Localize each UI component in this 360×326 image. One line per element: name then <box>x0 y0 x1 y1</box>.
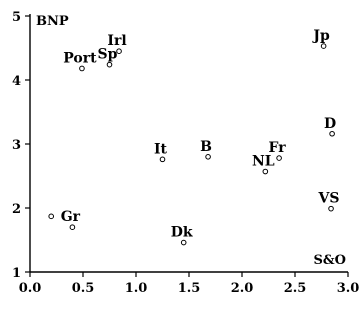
x-tick-label: 1.0 <box>125 281 148 296</box>
point-label: Fr <box>269 140 287 156</box>
x-tick-label: 1.5 <box>178 281 201 296</box>
data-point <box>320 43 327 49</box>
x-ticks: 0.0 0.5 1.0 1.5 2.0 2.5 3.0 <box>19 272 360 296</box>
x-tick-label: 0.0 <box>19 281 42 296</box>
y-tick-label: 5 <box>12 10 21 25</box>
x-tick-label: 2.0 <box>231 281 254 296</box>
point-label: Sp <box>98 47 118 63</box>
y-axis-title: BNP <box>36 14 69 29</box>
point-label: Gr <box>61 209 81 225</box>
y-ticks: 1 2 3 4 5 <box>12 10 30 281</box>
y-tick-label: 2 <box>12 202 21 217</box>
point-label: D <box>324 116 336 132</box>
x-tick-label: 2.5 <box>284 281 307 296</box>
data-point <box>159 156 166 163</box>
y-tick-label: 3 <box>12 138 21 153</box>
data-point <box>180 239 187 246</box>
x-tick-label: 0.5 <box>72 281 95 296</box>
point-label: It <box>154 141 168 157</box>
y-tick-label: 4 <box>12 74 21 89</box>
data-point <box>262 168 269 175</box>
point-label: NL <box>252 154 275 170</box>
y-tick-label: 1 <box>12 266 21 281</box>
point-label: Dk <box>171 225 193 241</box>
point-label: Irl <box>107 33 126 49</box>
data-point <box>116 48 122 55</box>
data-point <box>328 205 334 212</box>
data-point <box>329 130 335 137</box>
x-tick-label: 3.0 <box>337 281 360 296</box>
point-label: B <box>200 139 212 155</box>
point-label: VS <box>318 191 340 207</box>
x-axis-title: S&O <box>314 253 346 268</box>
data-point <box>79 65 85 72</box>
data-point <box>48 213 55 220</box>
data-point <box>69 224 76 230</box>
point-label: Port <box>63 50 97 66</box>
data-point <box>276 155 282 161</box>
data-point <box>205 154 211 160</box>
data-point <box>106 61 113 68</box>
point-label: Jp <box>311 28 330 44</box>
